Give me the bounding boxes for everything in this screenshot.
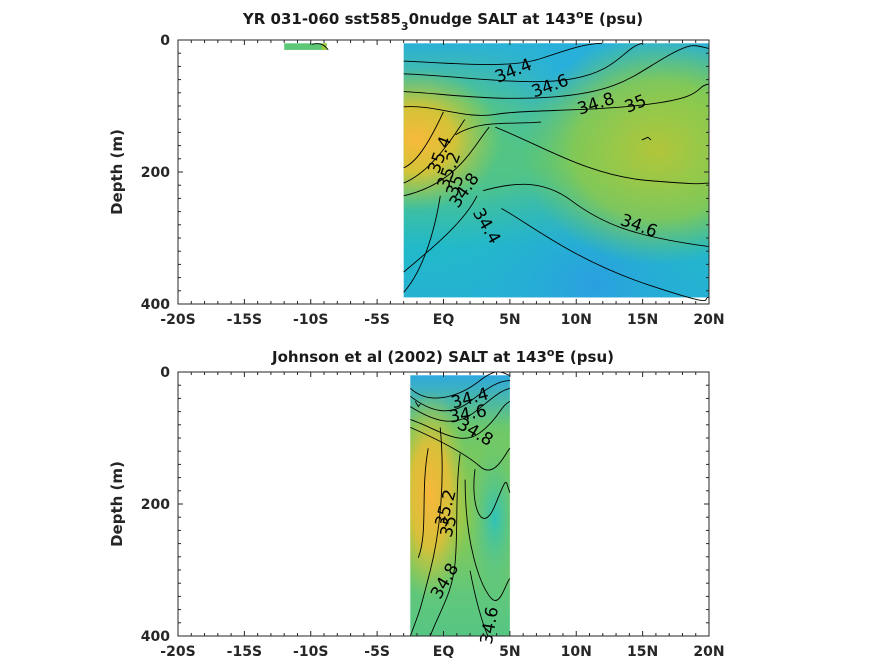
y-tick-label: 400 <box>141 629 170 645</box>
x-tick-label: 5N <box>499 312 520 328</box>
y-tick-label: 200 <box>141 497 170 513</box>
contour-line <box>410 401 511 439</box>
x-tick-label: -5S <box>364 312 390 328</box>
field-warm-core <box>410 375 510 636</box>
field-strip-edge <box>321 43 327 50</box>
x-tick-label: 10N <box>561 312 592 328</box>
chart-title-part: YR 031-060 sst585 <box>242 10 401 28</box>
x-tick-label: 15N <box>627 644 658 660</box>
chart-title-part: E (psu) <box>584 10 644 28</box>
chart-title-part: E (psu) <box>554 348 614 366</box>
contour-line <box>409 427 443 637</box>
contour-line <box>403 83 710 116</box>
x-tick-label: -5S <box>364 644 390 660</box>
contour-line <box>403 42 642 83</box>
x-tick-label: 5N <box>499 644 520 660</box>
contour-line <box>410 426 511 471</box>
chart-title-part: 3 <box>401 20 409 33</box>
chart-title: YR 031-060 sst58530nudge SALT at 143oE (… <box>242 8 643 33</box>
contour-line <box>469 570 489 637</box>
contour-line <box>403 195 441 293</box>
chart-title-part: o <box>576 8 584 21</box>
contour-line <box>501 208 710 301</box>
x-tick-label: 10N <box>561 644 592 660</box>
field-strip <box>284 43 327 50</box>
y-tick-label: 0 <box>160 365 170 381</box>
axes: -20S -15S -10S -5S EQ 5N 10N 15N 20N 0 200 400 Depth… <box>108 33 725 328</box>
x-tick-label: EQ <box>433 312 455 328</box>
contour-line <box>641 136 652 141</box>
y-axis-label: Depth (m) <box>108 129 126 215</box>
contour-line <box>495 126 710 185</box>
contour-line <box>403 119 466 184</box>
chart-title-part: o <box>547 346 555 359</box>
contour-line <box>403 111 444 169</box>
contour-line <box>312 43 329 51</box>
contour-line <box>403 42 603 66</box>
x-tick-label: 20N <box>693 312 724 328</box>
x-tick-label: -10S <box>293 644 328 660</box>
contour-line <box>473 469 511 519</box>
contour-line <box>429 453 461 637</box>
contour-line <box>417 448 429 558</box>
y-tick-label: 400 <box>141 297 170 313</box>
contour-line <box>403 195 478 273</box>
contour-line <box>410 380 510 412</box>
contour-line <box>409 371 510 399</box>
contour-line <box>464 479 511 601</box>
axes: -20S -15S -10S -5S EQ 5N 10N 15N 20N 0 200 400 Depth… <box>108 365 725 660</box>
panel-2: Johnson et al (2002) SALT at 143oE (psu)… <box>108 346 725 660</box>
panel-1: YR 031-060 sst58530nudge SALT at 143oE (… <box>108 8 725 328</box>
salinity-field <box>410 375 510 636</box>
x-tick-label: EQ <box>433 644 455 660</box>
chart-title-part: Johnson et al (2002) SALT at 143 <box>271 348 547 366</box>
contour-line <box>455 121 542 136</box>
y-axis-label: Depth (m) <box>108 461 126 547</box>
contour-line <box>414 401 421 408</box>
x-tick-label: -10S <box>293 312 328 328</box>
chart-title-part: 0nudge SALT at 143 <box>409 10 576 28</box>
contour-line <box>403 126 490 197</box>
x-tick-label: 15N <box>627 312 658 328</box>
x-tick-label: -15S <box>227 644 262 660</box>
contour-line <box>410 387 511 422</box>
y-tick-label: 0 <box>160 33 170 49</box>
x-tick-label: -15S <box>227 312 262 328</box>
contour-line <box>482 183 710 248</box>
y-tick-label: 200 <box>141 165 170 181</box>
x-tick-label: 20N <box>693 644 724 660</box>
x-tick-label: -20S <box>160 644 195 660</box>
contour-line <box>403 45 710 99</box>
x-tick-label: -20S <box>160 312 195 328</box>
chart-title: Johnson et al (2002) SALT at 143oE (psu) <box>271 346 614 366</box>
